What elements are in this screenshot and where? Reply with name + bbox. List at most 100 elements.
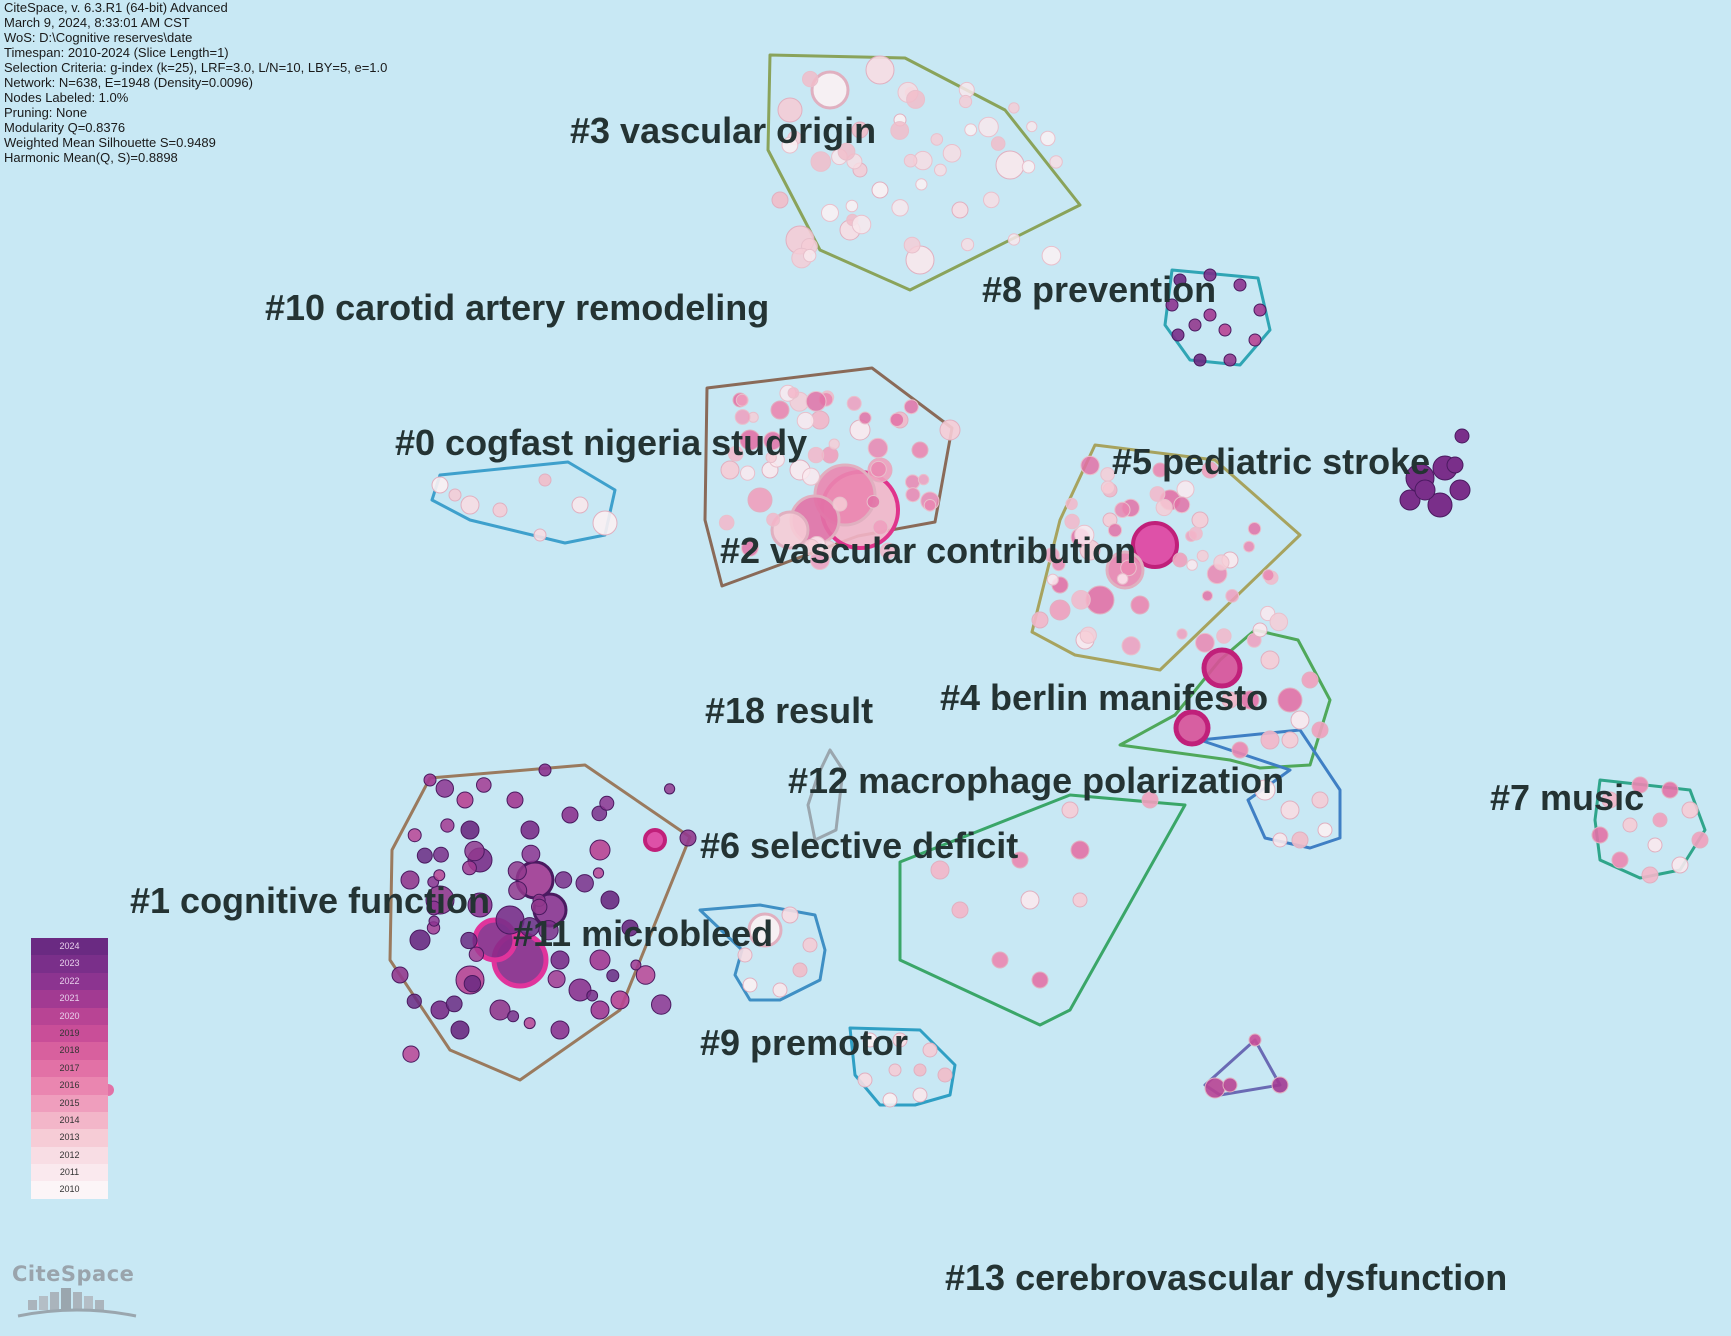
network-node[interactable] (1301, 671, 1319, 689)
network-node[interactable] (888, 1063, 902, 1077)
network-node[interactable] (1248, 1033, 1262, 1047)
network-node[interactable] (520, 820, 540, 840)
network-node[interactable] (456, 791, 474, 809)
network-node[interactable] (643, 828, 667, 852)
network-node[interactable] (1252, 622, 1268, 638)
network-node[interactable] (1008, 102, 1020, 114)
network-node[interactable] (891, 199, 909, 217)
network-node[interactable] (1176, 480, 1195, 499)
network-node[interactable] (571, 496, 589, 514)
network-node[interactable] (531, 898, 548, 916)
network-node[interactable] (489, 999, 511, 1021)
network-node[interactable] (905, 474, 921, 490)
network-node[interactable] (507, 1010, 520, 1023)
network-node[interactable] (1130, 595, 1150, 615)
network-node[interactable] (857, 1072, 873, 1088)
network-node[interactable] (1311, 721, 1329, 739)
network-node[interactable] (803, 538, 820, 556)
network-node[interactable] (1281, 731, 1299, 749)
network-node[interactable] (771, 191, 789, 209)
network-node[interactable] (1049, 599, 1071, 621)
network-node[interactable] (538, 763, 552, 777)
network-node[interactable] (1107, 523, 1123, 538)
network-node[interactable] (1007, 233, 1021, 246)
network-node[interactable] (991, 951, 1009, 969)
network-node[interactable] (550, 950, 570, 970)
network-node[interactable] (521, 844, 541, 864)
network-node[interactable] (448, 488, 462, 502)
network-node[interactable] (1070, 840, 1090, 860)
network-node[interactable] (589, 839, 611, 861)
network-node[interactable] (1272, 832, 1288, 848)
network-node[interactable] (959, 94, 973, 109)
network-node[interactable] (1262, 569, 1275, 582)
network-node[interactable] (1149, 486, 1166, 502)
network-node[interactable] (1173, 709, 1211, 747)
network-node[interactable] (777, 97, 803, 123)
network-node[interactable] (492, 502, 508, 518)
network-node[interactable] (523, 1017, 536, 1030)
network-node[interactable] (740, 465, 756, 481)
network-node[interactable] (915, 178, 928, 191)
network-node[interactable] (1026, 121, 1038, 133)
network-node[interactable] (1041, 245, 1062, 266)
network-node[interactable] (870, 460, 887, 478)
network-node[interactable] (937, 1067, 953, 1083)
network-node[interactable] (951, 201, 969, 219)
network-node[interactable] (735, 393, 749, 407)
network-node[interactable] (903, 153, 918, 168)
network-node[interactable] (1311, 791, 1329, 809)
network-node[interactable] (978, 116, 999, 138)
network-node[interactable] (547, 970, 566, 989)
network-node[interactable] (781, 906, 799, 924)
network-node[interactable] (810, 70, 850, 110)
network-node[interactable] (913, 1063, 927, 1077)
network-node[interactable] (858, 411, 872, 425)
network-node[interactable] (1188, 526, 1203, 541)
network-node[interactable] (533, 528, 547, 542)
network-node[interactable] (942, 144, 962, 163)
network-node[interactable] (1196, 549, 1209, 562)
network-node[interactable] (1641, 866, 1659, 884)
network-node[interactable] (1195, 632, 1215, 653)
network-node[interactable] (1074, 524, 1095, 546)
network-node[interactable] (1449, 479, 1471, 501)
network-node[interactable] (1280, 800, 1300, 820)
network-node[interactable] (802, 70, 819, 88)
network-node[interactable] (770, 400, 790, 420)
network-node[interactable] (802, 937, 818, 953)
network-node[interactable] (917, 473, 930, 486)
network-node[interactable] (519, 917, 540, 938)
network-node[interactable] (1631, 776, 1649, 794)
network-node[interactable] (1172, 552, 1188, 568)
network-node[interactable] (651, 994, 672, 1015)
network-node[interactable] (1031, 971, 1049, 989)
network-node[interactable] (508, 881, 528, 900)
network-node[interactable] (983, 191, 1000, 209)
network-node[interactable] (805, 391, 827, 412)
network-node[interactable] (1290, 710, 1310, 730)
network-node[interactable] (1454, 428, 1470, 444)
network-node[interactable] (1591, 826, 1609, 844)
network-node[interactable] (460, 820, 480, 840)
network-node[interactable] (903, 236, 921, 254)
network-node[interactable] (1121, 636, 1141, 656)
network-node[interactable] (871, 181, 889, 199)
network-node[interactable] (1216, 628, 1232, 644)
network-node[interactable] (402, 1045, 420, 1063)
network-node[interactable] (1191, 511, 1209, 529)
network-node[interactable] (964, 123, 978, 137)
network-node[interactable] (747, 912, 783, 948)
network-node[interactable] (600, 890, 620, 910)
network-node[interactable] (803, 248, 817, 263)
network-node[interactable] (889, 412, 905, 427)
network-node[interactable] (832, 496, 848, 512)
network-node[interactable] (1233, 278, 1247, 292)
network-node[interactable] (866, 495, 881, 509)
network-node[interactable] (792, 962, 808, 978)
network-node[interactable] (1277, 687, 1303, 713)
network-node[interactable] (635, 965, 656, 985)
network-node[interactable] (1254, 779, 1276, 801)
network-node[interactable] (1120, 559, 1137, 577)
network-node[interactable] (862, 1032, 878, 1048)
